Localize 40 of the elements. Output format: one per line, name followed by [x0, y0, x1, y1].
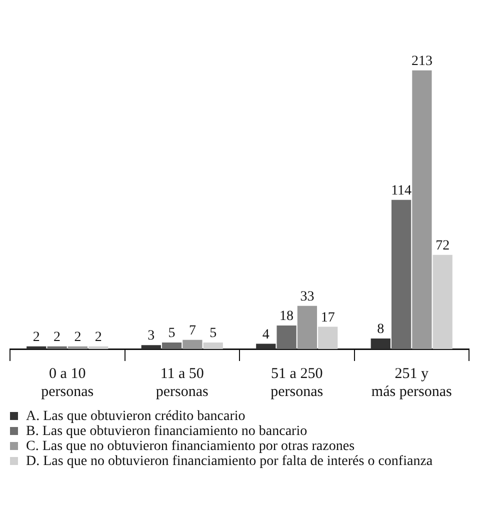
data-label: 33	[300, 290, 314, 305]
bar	[370, 338, 390, 349]
data-label: 72	[436, 238, 450, 254]
bar	[391, 200, 412, 349]
data-label: 2	[54, 330, 61, 346]
bar	[162, 342, 182, 349]
x-tick-label: 0 a 10 personas	[41, 366, 94, 400]
bar	[141, 345, 161, 349]
bar	[203, 342, 223, 349]
data-label: 2	[32, 330, 40, 346]
data-label: 213	[411, 54, 432, 70]
data-label: 4	[262, 327, 270, 342]
bar	[318, 326, 338, 349]
bar	[68, 346, 88, 349]
bar	[276, 325, 296, 349]
legend-label: D. Las que no obtuvieron financiamiento por falta de interés o confianza	[26, 454, 433, 469]
data-label: 2	[94, 330, 102, 346]
bar	[297, 306, 318, 349]
data-label: 17	[320, 310, 335, 326]
legend-label: C. Las que no obtuvieron financiamiento por otras razones	[26, 439, 355, 454]
bar	[256, 344, 276, 349]
data-label: 5	[168, 326, 176, 342]
legend-label: B. Las que obtuvieron financiamiento no bancario	[26, 424, 308, 439]
bar	[432, 254, 452, 349]
legend-label: A. Las que obtuvieron crédito bancario	[26, 409, 246, 424]
x-tick-label: 51 a 250 personas	[270, 366, 324, 400]
bar	[47, 346, 67, 349]
bar	[412, 70, 432, 349]
x-tick-label: 251 y más personas	[371, 366, 452, 400]
x-tick-label: 11 a 50 personas	[156, 366, 209, 400]
data-label: 8	[377, 322, 384, 338]
data-label: 5	[210, 326, 217, 342]
data-label: 3	[148, 328, 155, 344]
bar	[26, 346, 46, 349]
data-label: 2	[74, 330, 82, 346]
data-label: 7	[188, 324, 196, 339]
data-label: 18	[280, 309, 294, 324]
data-label: 114	[391, 184, 412, 199]
bar	[88, 346, 108, 349]
bar	[182, 340, 202, 349]
